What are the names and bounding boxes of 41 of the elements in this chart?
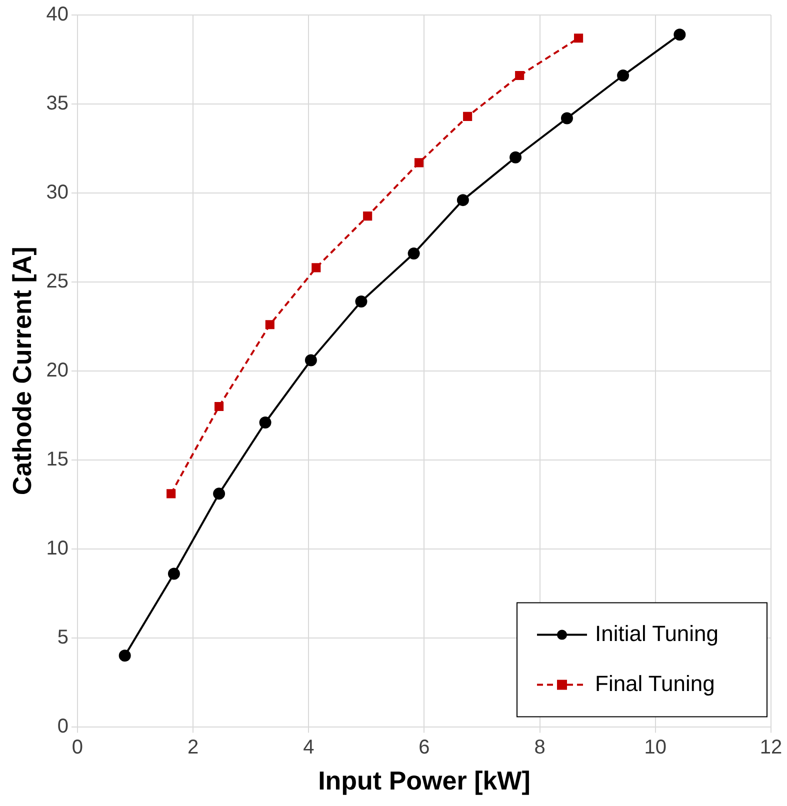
y-tick-label: 35	[46, 92, 68, 114]
x-tick-label: 4	[303, 736, 314, 758]
x-axis-title: Input Power [kW]	[318, 766, 530, 796]
point	[510, 151, 522, 164]
point	[118, 650, 131, 662]
point	[515, 70, 524, 80]
y-tick-label: 40	[46, 4, 68, 26]
point	[265, 320, 274, 330]
x-tick-label: 6	[418, 736, 430, 758]
x-tick-label: 2	[187, 736, 199, 758]
y-tick-label: 0	[57, 715, 68, 738]
x-tick-label: 12	[760, 736, 782, 758]
point	[674, 28, 686, 41]
point	[560, 112, 573, 124]
legend-label: Final Tuning	[595, 670, 715, 696]
x-tick-label: 8	[534, 736, 546, 758]
y-tick-label: 20	[46, 359, 68, 382]
y-tick-label: 30	[46, 181, 68, 204]
point	[414, 158, 424, 168]
point	[463, 112, 472, 121]
x-tick-label: 0	[72, 736, 84, 758]
point	[363, 212, 372, 221]
y-tick-label: 5	[57, 626, 68, 648]
point	[312, 263, 321, 272]
y-tick-label: 25	[46, 270, 68, 292]
point	[214, 402, 224, 412]
y-tick-label: 15	[46, 448, 68, 470]
point	[355, 296, 368, 308]
point	[166, 489, 176, 498]
point	[408, 247, 420, 260]
point	[617, 70, 630, 82]
point	[574, 34, 584, 43]
x-tick-label: 10	[644, 736, 667, 758]
y-tick-label: 10	[46, 537, 68, 560]
legend-label: Initial Tuning	[595, 620, 719, 646]
y-axis-title: Cathode Current [A]	[6, 246, 37, 496]
point	[168, 568, 180, 580]
point	[213, 488, 226, 500]
point	[456, 194, 469, 206]
point	[304, 354, 317, 366]
point	[259, 416, 272, 429]
